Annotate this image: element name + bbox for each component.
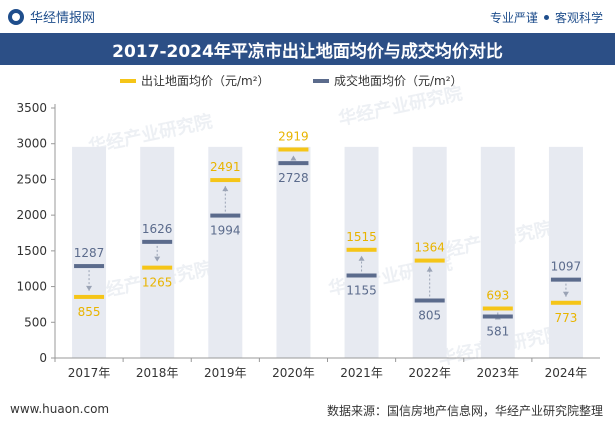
legend-label: 出让地面均价（元/m²） [141, 74, 270, 88]
series1-data-label: 693 [486, 289, 509, 303]
series2-marker [142, 239, 173, 244]
brand[interactable]: 华经情报网 [8, 7, 95, 26]
series1-marker [74, 294, 105, 299]
category-column [276, 146, 311, 358]
series1-marker [142, 265, 173, 270]
connector-arrow-icon [290, 155, 297, 161]
series2-data-label: 1994 [210, 224, 241, 238]
series2-data-label: 581 [486, 325, 509, 339]
brand-logo-icon [8, 8, 24, 25]
connector-arrow-icon [86, 285, 93, 291]
category-column [140, 146, 175, 358]
series2-marker [482, 314, 513, 319]
connector-arrow-icon [222, 186, 229, 192]
series1-data-label: 855 [78, 305, 101, 319]
series1-data-label: 773 [554, 311, 577, 325]
category-column [412, 146, 447, 358]
y-tick-label: 2000 [16, 208, 47, 222]
x-tick-label: 2023年 [477, 366, 520, 380]
category-column [480, 146, 515, 358]
category-column [72, 146, 107, 358]
series1-data-label: 1515 [346, 230, 377, 244]
slogan: 专业严谨 客观科学 [490, 9, 603, 26]
series1-marker [346, 247, 377, 252]
category-column [548, 146, 583, 358]
series1-marker [482, 306, 513, 311]
category-column [344, 146, 379, 358]
watermark-text: 华经产业研究院 [336, 82, 464, 130]
series2-data-label: 805 [418, 309, 441, 323]
brand-name: 华经情报网 [30, 11, 96, 26]
legend-swatch[interactable] [313, 79, 329, 83]
series2-data-label: 2728 [278, 171, 309, 185]
slogan-a: 专业严谨 [489, 11, 538, 25]
series1-data-label: 2491 [210, 160, 241, 174]
series1-data-label: 1265 [142, 276, 173, 290]
series2-data-label: 1097 [551, 260, 582, 274]
series2-marker [74, 264, 105, 269]
y-tick-label: 3000 [16, 137, 47, 151]
connector-arrow-icon [426, 266, 433, 272]
y-tick-label: 3500 [16, 101, 47, 115]
series2-marker [346, 273, 377, 278]
title-bar: 2017-2024年平凉市出让地面均价与成交均价对比 [0, 33, 615, 65]
series1-data-label: 2919 [278, 130, 309, 144]
series2-marker [278, 161, 309, 166]
x-tick-label: 2022年 [408, 366, 451, 380]
series2-marker [550, 277, 581, 282]
series1-marker [278, 147, 309, 152]
connector-arrow-icon [358, 255, 365, 261]
chart: 华经产业研究院华经产业研究院华经产业研究院华经产业研究院华经产业研究院华经产业研… [16, 73, 600, 380]
y-tick-label: 500 [24, 315, 47, 329]
series1-marker [210, 178, 241, 183]
series2-data-label: 1155 [346, 284, 377, 298]
y-tick-label: 1500 [16, 244, 47, 258]
series2-data-label: 1287 [74, 246, 105, 260]
y-tick-label: 2500 [16, 172, 47, 186]
series1-data-label: 1364 [414, 241, 445, 255]
x-tick-label: 2020年 [272, 366, 315, 380]
chart-title: 2017-2024年平凉市出让地面均价与成交均价对比 [112, 41, 503, 62]
y-tick-label: 0 [39, 351, 47, 365]
x-tick-label: 2024年 [545, 366, 588, 380]
connector-arrow-icon [154, 256, 161, 262]
website-link[interactable]: www.huaon.com [10, 402, 110, 416]
footer: www.huaon.com 数据来源：国信房地产信息网，华经产业研究院整理 [0, 395, 615, 427]
x-tick-label: 2018年 [136, 366, 179, 380]
x-tick-label: 2021年 [340, 366, 383, 380]
series1-marker [550, 300, 581, 305]
x-tick-label: 2019年 [204, 366, 247, 380]
legend-swatch[interactable] [120, 79, 136, 83]
slogan-b: 客观科学 [554, 11, 603, 25]
connector-arrow-icon [562, 291, 569, 297]
x-tick-label: 2017年 [68, 366, 111, 380]
series2-marker [414, 298, 445, 303]
y-tick-label: 1000 [16, 280, 47, 294]
series1-marker [414, 258, 445, 263]
legend-label: 成交地面均价（元/m²） [334, 73, 463, 88]
dot-icon [543, 15, 549, 20]
series2-marker [210, 213, 241, 218]
series2-data-label: 1626 [142, 222, 173, 236]
data-source: 数据来源：国信房地产信息网，华经产业研究院整理 [326, 404, 603, 418]
top-bar: 华经情报网 专业严谨 客观科学 [0, 0, 615, 33]
